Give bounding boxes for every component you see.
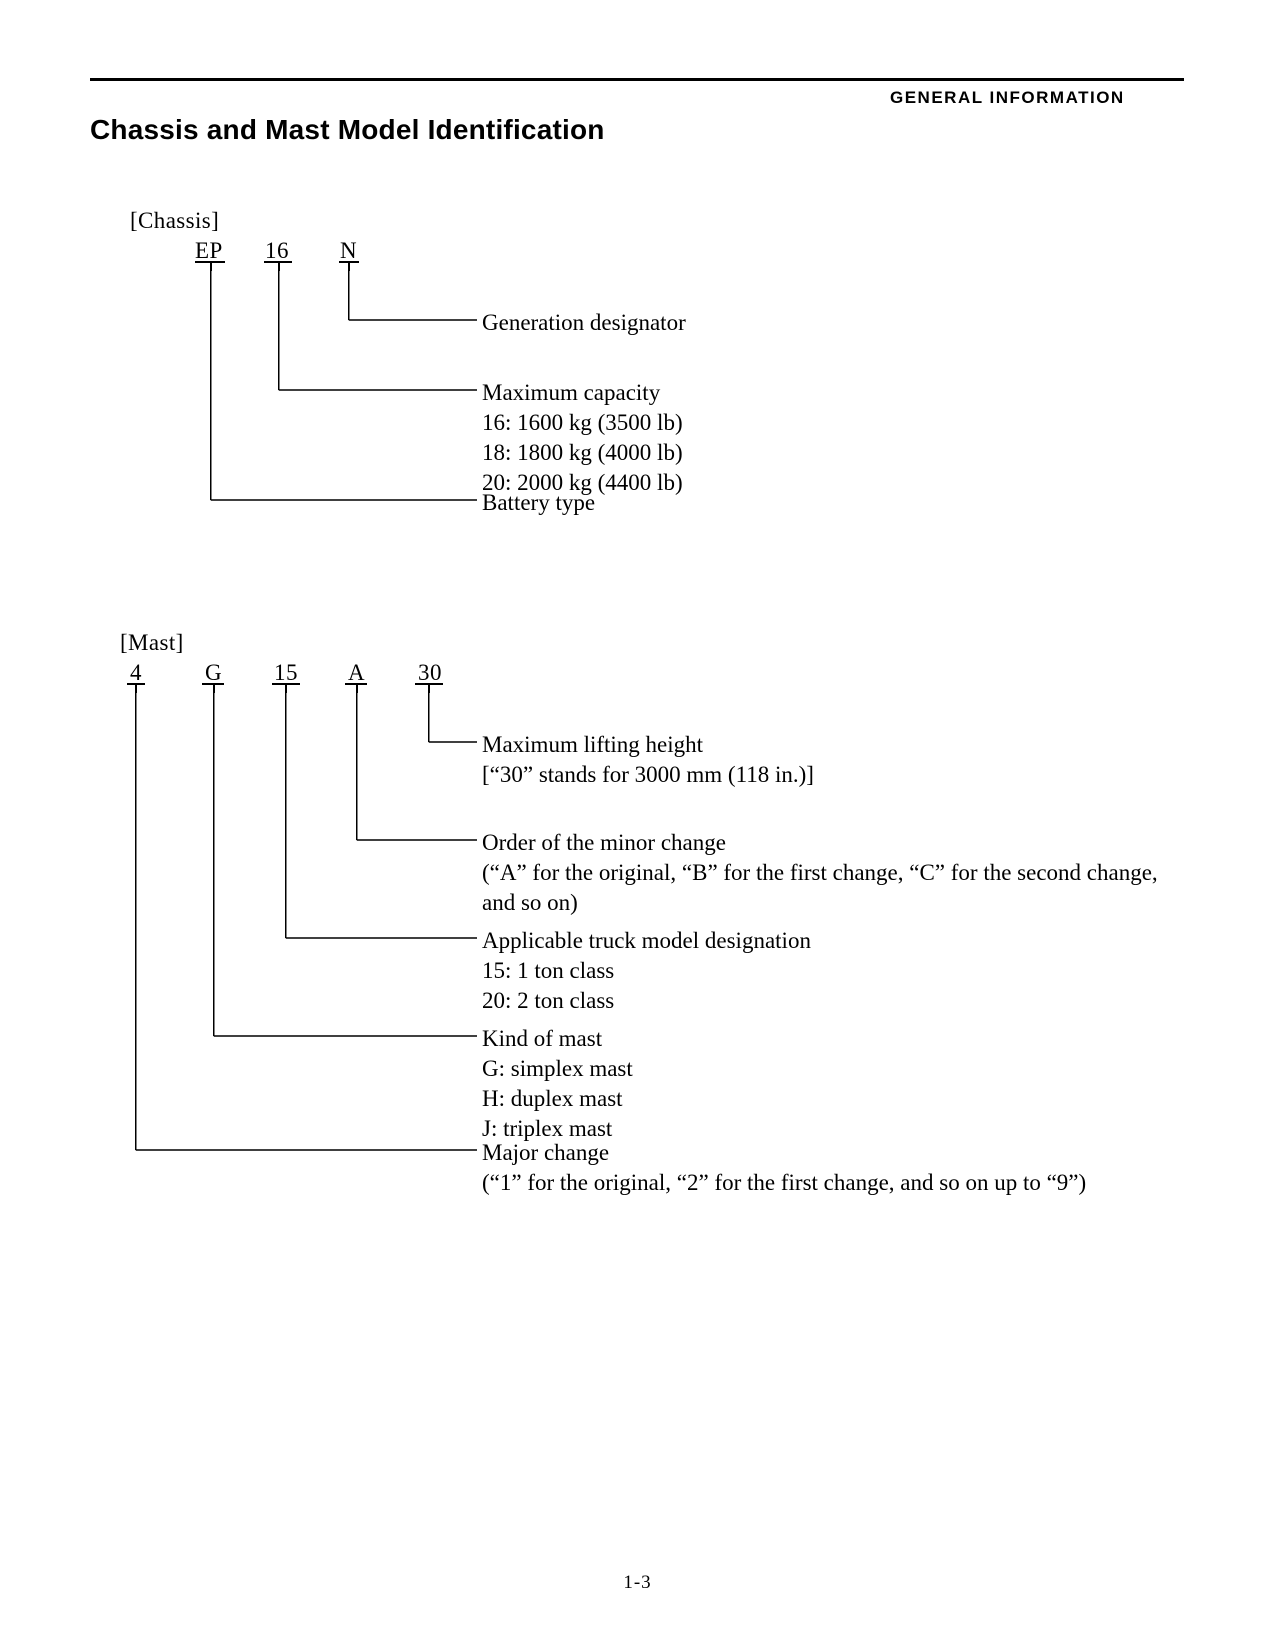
- chassis-code-tick: [348, 261, 350, 271]
- mast-desc-block: Order of the minor change(“A” for the or…: [482, 828, 1182, 918]
- mast-desc-line: Applicable truck model designation: [482, 926, 811, 956]
- mast-desc-line: J: triplex mast: [482, 1114, 633, 1144]
- mast-desc-line: Maximum lifting height: [482, 730, 814, 760]
- chassis-desc-line: 16: 1600 kg (3500 lb): [482, 408, 683, 438]
- mast-desc-block: Major change(“1” for the original, “2” f…: [482, 1138, 1086, 1198]
- mast-desc-line: 15: 1 ton class: [482, 956, 811, 986]
- chassis-desc-block: Generation designator: [482, 308, 686, 338]
- mast-code-tick: [213, 683, 215, 693]
- mast-desc-line: (“1” for the original, “2” for the first…: [482, 1168, 1086, 1198]
- mast-desc-line: Order of the minor change: [482, 828, 1182, 858]
- mast-desc-block: Kind of mastG: simplex mastH: duplex mas…: [482, 1024, 633, 1144]
- mast-desc-line: G: simplex mast: [482, 1054, 633, 1084]
- mast-desc-block: Maximum lifting height[“30” stands for 3…: [482, 730, 814, 790]
- mast-code-tick: [428, 683, 430, 693]
- page-title: Chassis and Mast Model Identification: [90, 114, 605, 146]
- page-number: 1-3: [0, 1572, 1275, 1594]
- mast-desc-line: Kind of mast: [482, 1024, 633, 1054]
- chassis-desc-line: 20: 2000 kg (4400 lb): [482, 468, 683, 498]
- chassis-code-tick: [210, 261, 212, 271]
- mast-desc-line: 20: 2 ton class: [482, 986, 811, 1016]
- mast-desc-line: (“A” for the original, “B” for the first…: [482, 858, 1182, 918]
- mast-connector-lines: [0, 630, 1275, 1220]
- section-tag: GENERAL INFORMATION: [890, 88, 1125, 108]
- mast-desc-line: H: duplex mast: [482, 1084, 633, 1114]
- chassis-desc-line: 18: 1800 kg (4000 lb): [482, 438, 683, 468]
- chassis-desc-line: Generation designator: [482, 308, 686, 338]
- mast-code-tick: [356, 683, 358, 693]
- mast-diagram: [Mast] 4Major change(“1” for the origina…: [0, 630, 1275, 1220]
- header-rule: [90, 78, 1184, 81]
- mast-desc-block: Applicable truck model designation15: 1 …: [482, 926, 811, 1016]
- chassis-diagram: [Chassis] EPBattery type16Maximum capaci…: [0, 208, 1275, 540]
- mast-code-tick: [285, 683, 287, 693]
- mast-desc-line: [“30” stands for 3000 mm (118 in.)]: [482, 760, 814, 790]
- mast-code-tick: [135, 683, 137, 693]
- chassis-desc-block: Maximum capacity16: 1600 kg (3500 lb)18:…: [482, 378, 683, 498]
- chassis-desc-line: Maximum capacity: [482, 378, 683, 408]
- chassis-code-tick: [278, 261, 280, 271]
- page: GENERAL INFORMATION Chassis and Mast Mod…: [0, 0, 1275, 1650]
